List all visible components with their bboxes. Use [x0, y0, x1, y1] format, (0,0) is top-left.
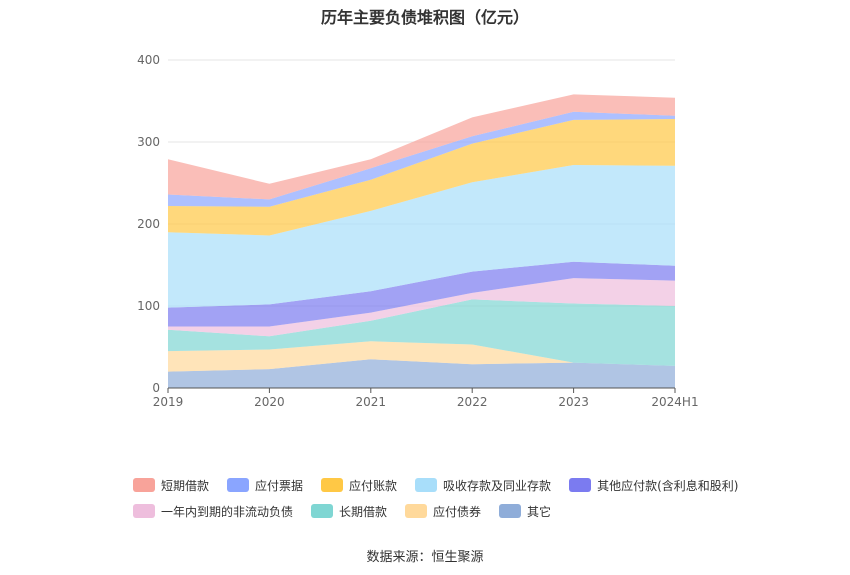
- area-series-3: [168, 278, 675, 337]
- x-tick-label: 2022: [457, 395, 488, 409]
- legend-row: 一年内到期的非流动负债 长期借款 应付债券 其它: [133, 498, 773, 524]
- legend-label: 其它: [527, 504, 552, 519]
- legend-swatch: [227, 478, 250, 492]
- legend-item[interactable]: 其它: [499, 503, 551, 520]
- legend-item[interactable]: 长期借款: [311, 503, 387, 520]
- x-tick-label: 2023: [558, 395, 589, 409]
- chart-plot-area: 0 100 200 300 400 2019 2020 2021 2022 2023 2024H1: [137, 53, 699, 409]
- legend-label: 其他应付款(含利息和股利): [597, 478, 739, 493]
- y-tick-label: 100: [137, 299, 160, 313]
- area-series-1: [168, 341, 675, 372]
- legend: 短期借款 应付票据 应付账款 吸收存款及同业存款 其他应付款(含利息和股利) 一年内到期的…: [133, 472, 773, 524]
- y-tick-label: 0: [152, 381, 160, 395]
- legend-label: 应付债券: [433, 504, 482, 519]
- legend-swatch: [133, 504, 155, 518]
- data-source-note: 数据来源：恒生聚源: [366, 550, 484, 565]
- y-tick-label: 300: [137, 135, 160, 149]
- legend-row: 短期借款 应付票据 应付账款 吸收存款及同业存款 其他应付款(含利息和股利): [133, 472, 773, 498]
- area-series-0: [168, 359, 675, 388]
- area-series-5: [168, 165, 675, 308]
- area-series-2: [168, 299, 675, 366]
- legend-swatch: [311, 504, 334, 518]
- legend-label: 应付账款: [349, 478, 398, 493]
- legend-item[interactable]: 一年内到期的非流动负债: [133, 503, 293, 520]
- x-tick-label: 2020: [254, 395, 285, 409]
- legend-item[interactable]: 吸收存款及同业存款: [415, 477, 551, 494]
- legend-swatch: [133, 478, 155, 492]
- x-tick-label: 2024H1: [651, 395, 698, 409]
- area-series-7: [168, 111, 675, 207]
- area-series-4: [168, 261, 675, 327]
- legend-label: 吸收存款及同业存款: [443, 478, 552, 493]
- legend-swatch: [321, 478, 344, 492]
- legend-swatch: [415, 478, 438, 492]
- x-tick-label: 2021: [356, 395, 387, 409]
- legend-label: 一年内到期的非流动负债: [161, 504, 294, 519]
- legend-label: 短期借款: [161, 478, 210, 493]
- legend-item[interactable]: 应付票据: [227, 477, 303, 494]
- legend-swatch: [405, 504, 428, 518]
- legend-item[interactable]: 应付账款: [321, 477, 397, 494]
- legend-label: 长期借款: [339, 504, 388, 519]
- area-series-6: [168, 119, 675, 236]
- stacked-areas: [168, 94, 675, 388]
- area-series-8: [168, 94, 675, 200]
- y-tick-label: 200: [137, 217, 160, 231]
- legend-item[interactable]: 短期借款: [133, 477, 209, 494]
- legend-item[interactable]: 应付债券: [405, 503, 481, 520]
- chart-title: 历年主要负债堆积图（亿元）: [320, 8, 529, 27]
- legend-label: 应付票据: [255, 478, 304, 493]
- legend-swatch: [569, 478, 592, 492]
- y-tick-label: 400: [137, 53, 160, 67]
- legend-swatch: [499, 504, 522, 518]
- x-tick-label: 2019: [153, 395, 184, 409]
- axes: 0 100 200 300 400 2019 2020 2021 2022 2023 2024H1: [137, 53, 699, 409]
- legend-item[interactable]: 其他应付款(含利息和股利): [569, 477, 738, 494]
